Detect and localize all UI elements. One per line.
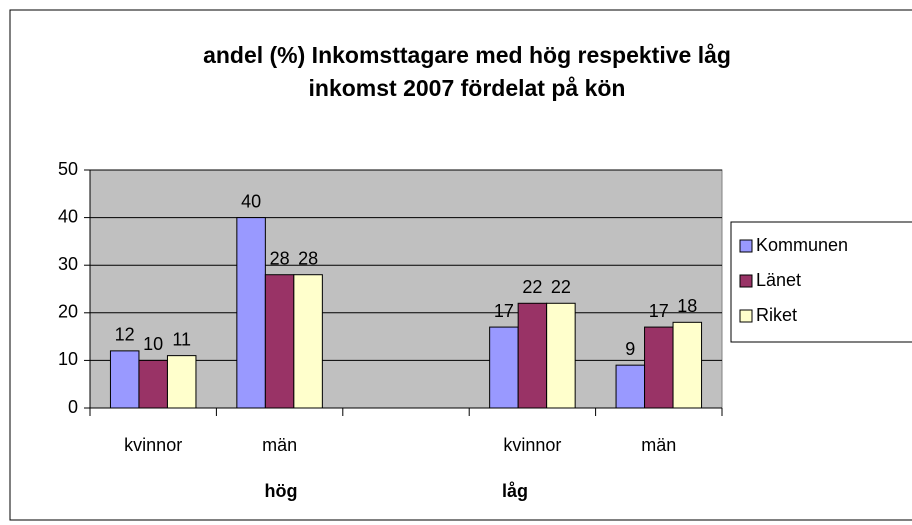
bar	[615, 364, 646, 409]
data-label: 17	[649, 301, 669, 321]
y-tick-label: 50	[58, 159, 78, 179]
y-tick-label: 0	[68, 397, 78, 417]
data-label: 28	[270, 248, 290, 268]
bar	[517, 302, 548, 409]
group-label: hög	[265, 481, 298, 501]
data-label: 9	[625, 339, 635, 359]
x-tick-label: kvinnor	[124, 435, 182, 455]
legend-swatch	[739, 239, 753, 253]
legend-label: Riket	[756, 305, 797, 325]
data-label: 17	[494, 301, 514, 321]
bar	[264, 274, 295, 409]
bar	[166, 355, 197, 409]
data-label: 40	[241, 191, 261, 211]
x-tick-label: män	[641, 435, 676, 455]
data-label: 11	[172, 329, 191, 349]
data-label: 22	[551, 277, 571, 297]
x-tick-label: kvinnor	[503, 435, 561, 455]
data-label: 12	[115, 325, 135, 345]
chart-title: andel (%) Inkomsttagare med hög respekti…	[203, 42, 731, 101]
bar	[109, 350, 140, 409]
data-label: 28	[298, 248, 318, 268]
bar	[489, 326, 519, 409]
data-label: 22	[522, 277, 542, 297]
y-tick-label: 40	[58, 206, 78, 226]
x-tick-label: män	[262, 435, 297, 455]
chart-border	[9, 9, 912, 521]
group-label: låg	[502, 481, 528, 501]
bar	[672, 321, 703, 409]
legend-box	[730, 221, 912, 343]
y-tick-label: 20	[58, 302, 78, 322]
legend-label: Länet	[756, 270, 801, 290]
bar	[293, 274, 323, 409]
legend-swatch	[739, 274, 753, 288]
bar	[644, 326, 674, 409]
bar	[546, 302, 576, 409]
y-tick-label: 30	[58, 254, 78, 274]
data-label: 10	[143, 334, 163, 354]
bar	[138, 359, 168, 409]
bar	[236, 217, 266, 409]
y-tick-label: 10	[58, 349, 78, 369]
legend-swatch	[739, 309, 753, 323]
data-label: 18	[677, 296, 697, 316]
legend-label: Kommunen	[756, 235, 848, 255]
